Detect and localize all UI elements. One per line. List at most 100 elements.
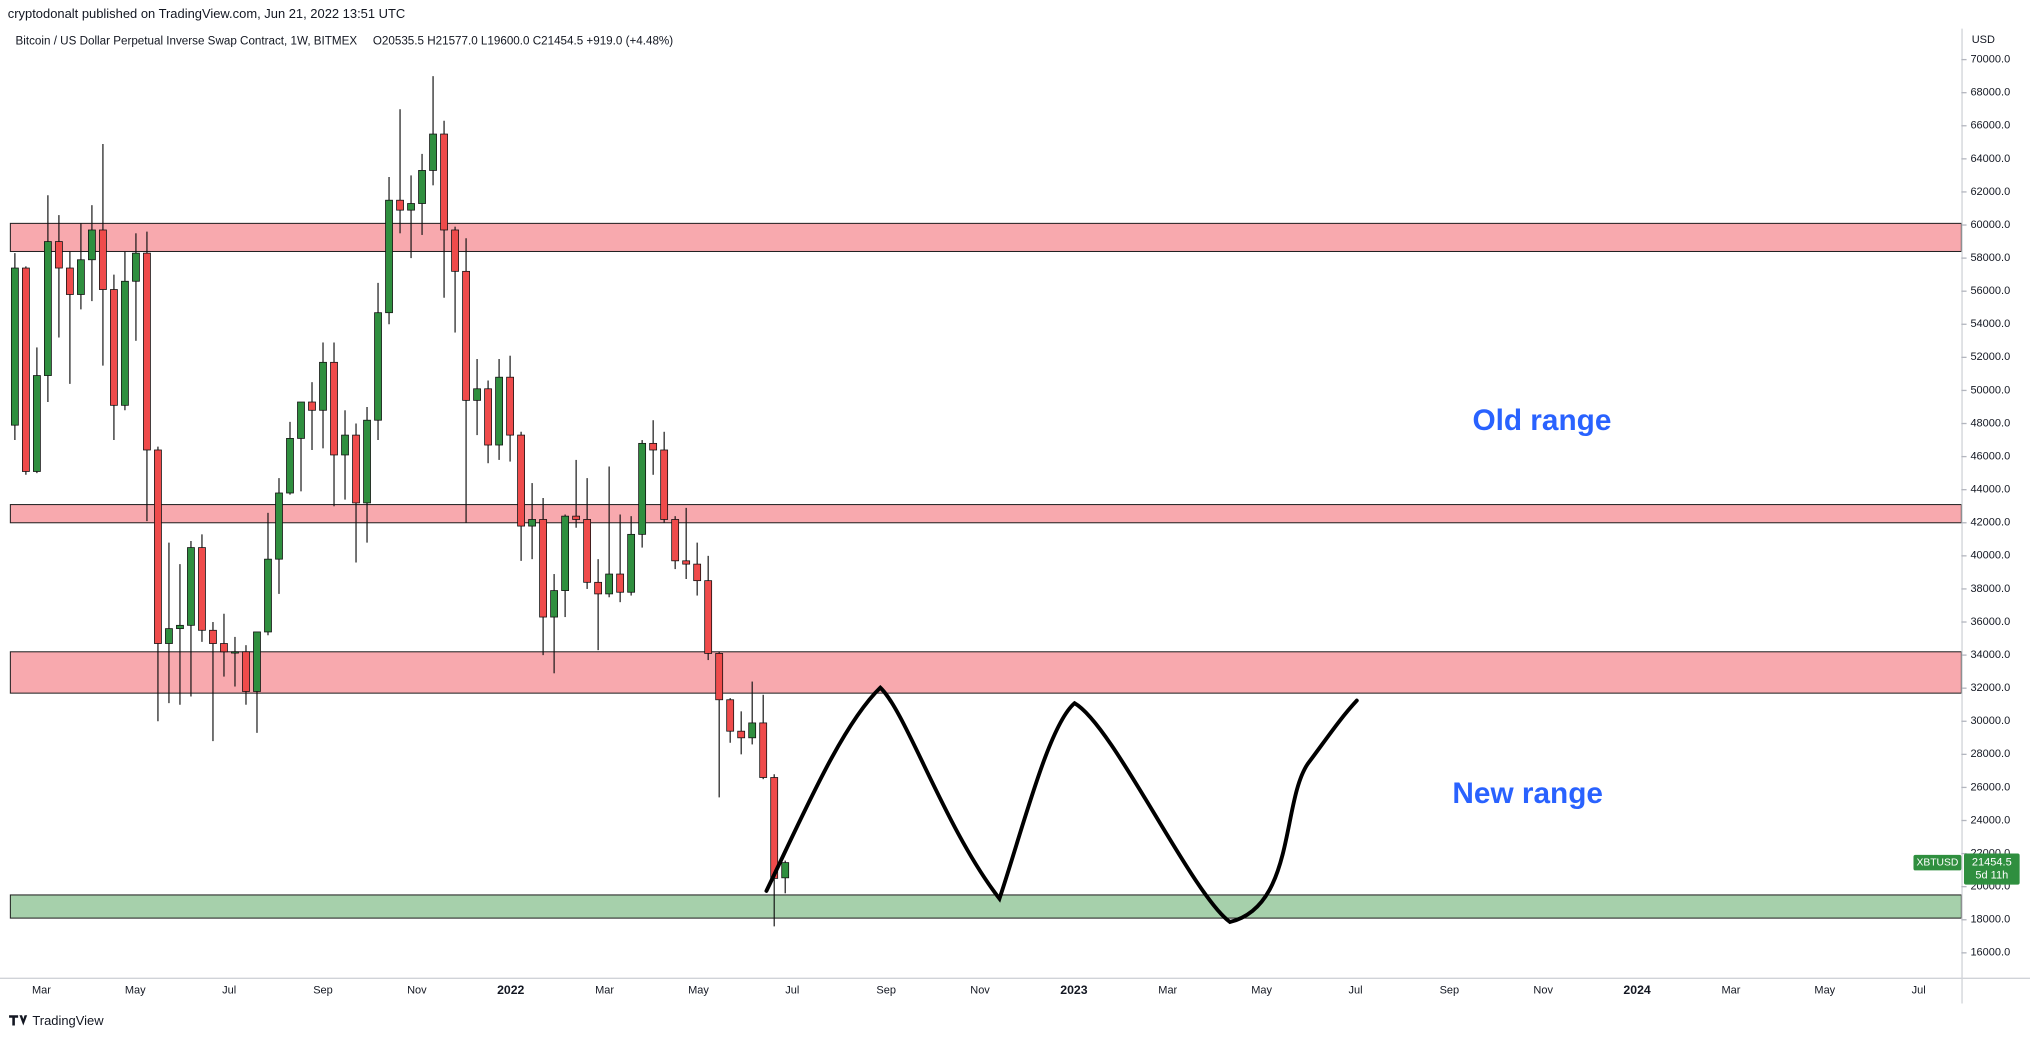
candle-body (88, 229, 96, 261)
candle-body (143, 252, 151, 451)
x-tick-label: Nov (407, 985, 427, 997)
candle-body (396, 199, 404, 211)
y-tick-label: 44000.0 (1970, 484, 2010, 496)
y-tick-label: 70000.0 (1970, 54, 2010, 66)
y-tick-label: 26000.0 (1970, 781, 2010, 793)
x-tick-label: May (688, 985, 709, 997)
candle-body (418, 170, 426, 204)
y-tick-label: 40000.0 (1970, 550, 2010, 562)
y-tick-label: 48000.0 (1970, 417, 2010, 429)
candle-body (605, 573, 614, 595)
candle-body (451, 229, 459, 272)
candle-body (429, 133, 437, 171)
candle-body (44, 241, 52, 376)
candle-body (286, 438, 294, 494)
candle-body (99, 229, 107, 290)
candle-body (594, 581, 603, 595)
candle-body (737, 730, 746, 739)
y-tick-label: 34000.0 (1970, 649, 2010, 661)
candle-body (363, 419, 371, 504)
candle-body (55, 241, 63, 269)
y-tick-label: 36000.0 (1970, 616, 2010, 628)
y-tick-label: 60000.0 (1970, 219, 2010, 231)
range-zone (9, 651, 1962, 694)
candle-body (11, 267, 19, 426)
brand: TradingView (9, 1013, 104, 1028)
candle-body (638, 442, 647, 535)
y-tick-label: 32000.0 (1970, 682, 2010, 694)
y-tick-label: 28000.0 (1970, 748, 2010, 760)
range-zone (9, 222, 1962, 253)
zones (9, 222, 1962, 919)
y-tick-label: 68000.0 (1970, 87, 2010, 99)
x-tick-label: May (1251, 985, 1272, 997)
candle-body (275, 492, 283, 560)
candle-body (649, 442, 658, 451)
x-tick-label: Mar (32, 985, 51, 997)
candle-body (407, 203, 415, 211)
candle-body (715, 653, 724, 701)
y-tick-label: 16000.0 (1970, 947, 2010, 959)
candle-body (154, 449, 162, 644)
candle-body (22, 267, 30, 472)
x-tick-label: Sep (876, 985, 896, 997)
candle-body (693, 563, 702, 582)
range-zone (9, 504, 1962, 524)
x-tick-label: Mar (1158, 985, 1177, 997)
candle-body (759, 722, 768, 778)
candle-body (110, 289, 118, 406)
candle-body (165, 628, 173, 644)
candle-body (352, 434, 360, 504)
candle-body (726, 699, 735, 732)
y-tick-label: 24000.0 (1970, 814, 2010, 826)
x-tick-label: May (125, 985, 146, 997)
candle-body (473, 388, 481, 401)
candle-body (341, 434, 349, 456)
candle-body (583, 519, 592, 583)
annotation: Old range (1472, 404, 1611, 437)
y-tick-label: 52000.0 (1970, 351, 2010, 363)
candle-body (374, 312, 382, 421)
candle-body (550, 590, 558, 618)
candle-body (462, 270, 470, 401)
x-tick-label: 2024 (1623, 983, 1650, 997)
x-tick-label: Sep (313, 985, 333, 997)
brand-logo (9, 1015, 28, 1026)
candle-body (231, 651, 239, 654)
projection-curve (764, 684, 1359, 925)
x-tick-label: Jul (1348, 985, 1362, 997)
y-tick-label: 62000.0 (1970, 186, 2010, 198)
ohlc-legend: O20535.5 H21577.0 L19600.0 C21454.5 +919… (373, 35, 673, 48)
y-tick-label: 30000.0 (1970, 715, 2010, 727)
x-tick-label: Nov (1533, 985, 1553, 997)
countdown: 5d 11h (1975, 869, 2008, 881)
candle-body (770, 777, 779, 879)
candle-body (627, 533, 636, 593)
y-tick-label: 54000.0 (1970, 318, 2010, 330)
candle-body (319, 361, 327, 411)
y-tick-label: 58000.0 (1970, 252, 2010, 264)
annotation: New range (1452, 777, 1603, 810)
candle-body (121, 280, 129, 406)
candle-body (308, 401, 316, 411)
x-tick-label: Mar (595, 985, 614, 997)
y-tick-label: 64000.0 (1970, 153, 2010, 165)
x-tick-label: Jul (1912, 985, 1926, 997)
candle-body (440, 133, 448, 231)
symbol-tag-bg (1913, 854, 1962, 871)
candle-body (198, 547, 206, 631)
candle-body (528, 519, 536, 527)
candle-body (242, 651, 250, 692)
y-tick-label: 42000.0 (1970, 517, 2010, 529)
x-tick-label: 2023 (1060, 983, 1087, 997)
candle-body (561, 515, 569, 591)
symbol-tag: XBTUSD (1916, 857, 1958, 868)
candle-body (66, 267, 74, 295)
x-tick-label: Mar (1721, 985, 1740, 997)
y-tick-label: 66000.0 (1970, 120, 2010, 132)
y-tick-label: 56000.0 (1970, 285, 2010, 297)
candle-body (517, 434, 525, 527)
x-tick-label: Jul (785, 985, 799, 997)
candle-body (385, 199, 393, 314)
